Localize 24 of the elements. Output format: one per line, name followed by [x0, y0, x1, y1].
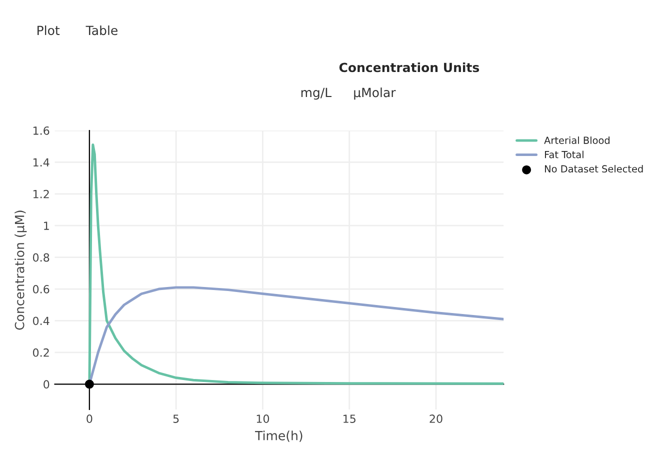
legend-label: Fat Total	[544, 150, 584, 158]
x-axis-title: Time(h)	[255, 430, 302, 442]
y-tick-label: 1.2	[33, 190, 49, 198]
y-tick-label: 1.4	[33, 158, 50, 166]
text: mg/L	[301, 88, 332, 100]
text: Plot	[38, 25, 60, 36]
text: μMolar	[354, 88, 396, 100]
y-tick-label: 1.6	[33, 126, 50, 135]
y-tick-label: 0.2	[32, 348, 49, 357]
legend-label: Arterial Blood	[544, 136, 610, 144]
y-axis-title: Concentration (μM)	[14, 210, 27, 330]
legend-label: No Dataset Selected	[544, 165, 643, 173]
text: Table	[86, 25, 118, 36]
y-tick-label: 1	[44, 222, 49, 230]
chart-title: Concentration Units	[339, 62, 480, 72]
y-tick-label: 0.4	[32, 316, 50, 326]
x-tick-label: 5	[173, 414, 179, 423]
x-tick-label: 0	[86, 414, 92, 423]
y-tick-label: 0	[44, 380, 50, 389]
y-tick-label: 0.8	[32, 253, 50, 262]
x-tick-label: 15	[344, 414, 356, 423]
y-tick-label: 0.6	[32, 285, 50, 294]
x-tick-label: 10	[256, 414, 270, 423]
x-tick-label: 20	[430, 414, 442, 423]
